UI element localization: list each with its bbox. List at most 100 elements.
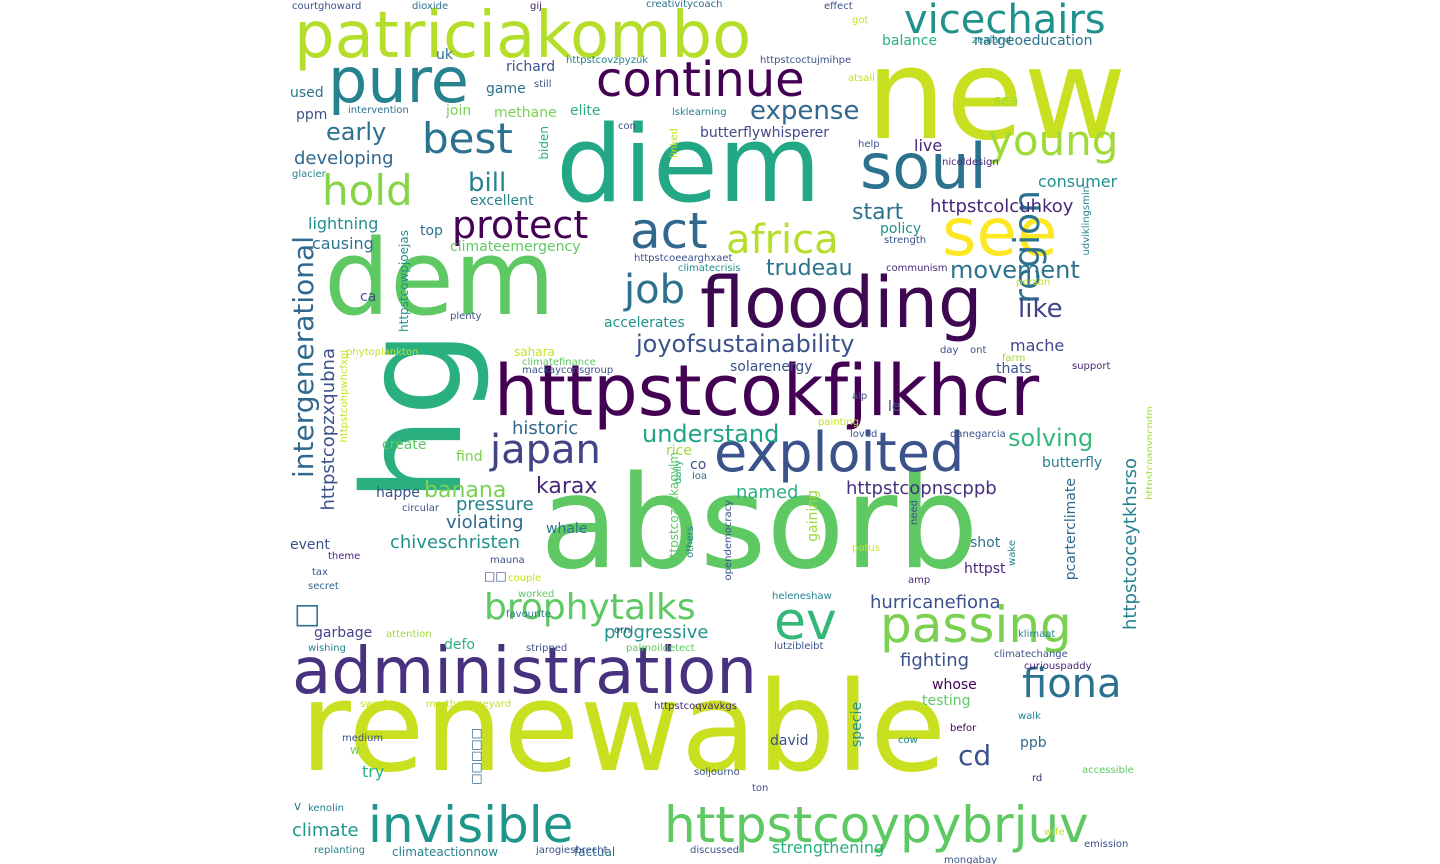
word: climateemergency [450, 239, 581, 255]
word: soul [860, 130, 987, 203]
word: pressure [456, 494, 534, 515]
word: lutzibleibt [774, 641, 824, 652]
word: httpstcopnscppb [846, 478, 997, 499]
word: butterfly [1042, 455, 1103, 471]
word: still [534, 79, 552, 90]
word: natgeoeducation [974, 33, 1093, 49]
word: japan [490, 427, 601, 473]
word: live [914, 136, 943, 155]
word: strength [884, 235, 927, 246]
word: accessible [1082, 765, 1134, 776]
word: got [852, 15, 869, 26]
word: httpstcohpwhcfxpi [339, 350, 350, 443]
word: banana [424, 478, 507, 503]
word: strengthening [772, 838, 885, 857]
word: exploited [714, 421, 965, 484]
word: new [866, 21, 1127, 168]
word: w [350, 743, 360, 757]
word: whose [932, 677, 977, 693]
word: intergenerational [288, 236, 320, 478]
word: opendemocracy [723, 500, 734, 581]
word: uk [436, 47, 453, 63]
word: sea [994, 93, 1019, 109]
word: start [852, 200, 904, 225]
word: farm [1002, 353, 1026, 364]
word: □□□□□ [469, 728, 483, 785]
word: elite [570, 103, 601, 119]
word: ont [970, 345, 987, 356]
word: climateactionnow [392, 845, 499, 859]
word: factual [574, 845, 616, 859]
word: david [770, 733, 809, 749]
word: fighting [900, 650, 970, 671]
word: httpst [964, 561, 1006, 577]
word: hurricanefiona [870, 592, 1001, 613]
word: best [422, 114, 513, 163]
word: garbage [314, 625, 373, 641]
word: pure [328, 44, 469, 117]
word: diem [556, 103, 822, 226]
word: httpstcoypybrjuv [664, 796, 1089, 854]
word: whale [546, 521, 588, 537]
word: ev [774, 592, 837, 652]
word: invisible [368, 796, 574, 854]
word: climatechange [994, 649, 1068, 660]
word: loa [692, 471, 708, 482]
word: atsaii [848, 73, 875, 84]
word: continue [596, 52, 805, 108]
word: expense [750, 96, 860, 126]
word: sweden [360, 699, 399, 710]
word: communism [886, 263, 948, 274]
word: curiouspaddy [1024, 661, 1092, 672]
word: accelerates [604, 315, 685, 331]
word: discussed [690, 845, 740, 856]
word: plenty [450, 311, 482, 322]
word: cd [958, 739, 992, 772]
word: heleneshaw [772, 591, 832, 602]
word: support [1072, 361, 1111, 372]
word: help [858, 139, 880, 150]
word: httpstcopzxqubna [318, 348, 339, 511]
word: bill [468, 168, 507, 198]
word: gij [530, 1, 542, 12]
word: httpstcowpjoejas [397, 230, 411, 332]
word: attention [386, 629, 432, 640]
word: wife [1044, 827, 1065, 838]
word: httpstcovzpyzuk [566, 55, 649, 66]
word: □ [294, 597, 321, 630]
word: udviklingsmin [1081, 186, 1092, 256]
word: consumer [1038, 172, 1118, 191]
word: joyofsustainability [636, 330, 855, 358]
word: kenolin [308, 803, 344, 814]
word: circular [402, 503, 440, 514]
word: httpstcoeearghxaet [634, 253, 733, 264]
word: shot [970, 535, 1001, 551]
word: befor [950, 723, 977, 734]
word: movement [950, 256, 1080, 284]
word: climate [292, 820, 359, 841]
word: game [486, 81, 526, 97]
word: tax [312, 567, 328, 578]
word: httpstcoceytkhsrso [1120, 458, 1141, 630]
word: used [290, 85, 324, 101]
word: httpstcoanyncndm [1145, 406, 1152, 500]
word: courtghoward [292, 1, 362, 12]
word: zealand [972, 35, 1012, 46]
word: mongabay [944, 855, 998, 864]
word: need [909, 500, 920, 525]
word: solarenergy [730, 359, 813, 375]
word: con [618, 121, 636, 132]
word: defo [444, 637, 475, 653]
word: early [326, 118, 387, 146]
word: methane [494, 105, 557, 121]
word: biden [537, 126, 551, 160]
word: cow [898, 735, 918, 746]
word: creativitycoach [646, 0, 723, 10]
word: act [630, 202, 708, 260]
word: absorb [540, 449, 979, 598]
word: pcarterclimate [1063, 478, 1079, 581]
word: climatecrisis [678, 263, 741, 274]
word: vicechairs [904, 0, 1106, 43]
word: fiona [1022, 661, 1122, 707]
word: testing [922, 693, 971, 709]
